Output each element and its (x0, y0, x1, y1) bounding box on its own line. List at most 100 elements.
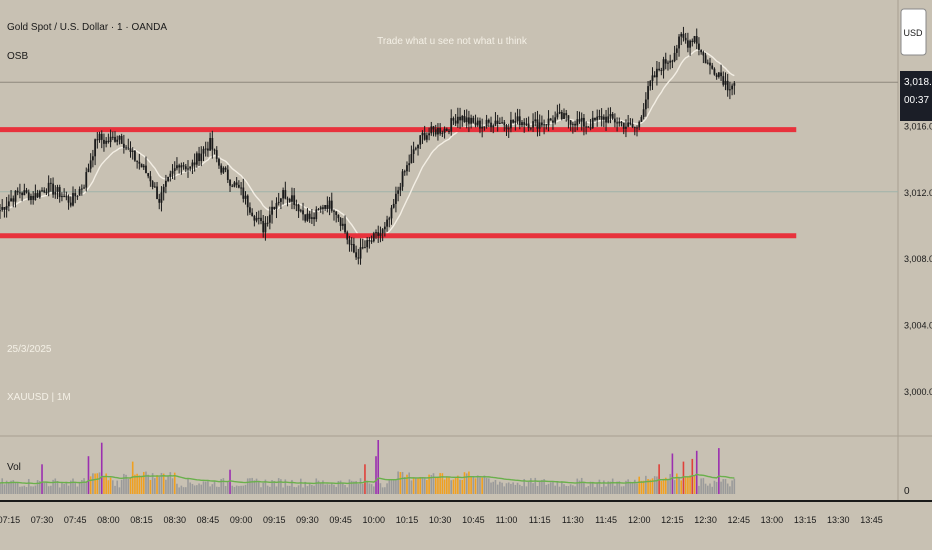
candle-body (127, 147, 130, 149)
candle-body (262, 220, 265, 233)
volume-bar (428, 474, 430, 494)
volume-bar (574, 486, 576, 494)
volume-bar (633, 479, 636, 494)
bar-countdown: 00:37 (904, 95, 929, 106)
volume-bar (481, 477, 483, 494)
x-tick-label: 12:45 (727, 515, 750, 525)
candle-body (189, 166, 192, 169)
candle-body (463, 116, 466, 123)
candle-body (671, 60, 674, 62)
volume-bar (711, 486, 714, 494)
volume-bar (220, 478, 222, 494)
volume-bar (300, 478, 302, 494)
candle-body (286, 198, 289, 200)
volume-bar (288, 485, 291, 494)
candle-body (567, 115, 570, 121)
volume-bar (231, 485, 234, 494)
candle-body (591, 117, 594, 129)
volume-bar (233, 486, 236, 494)
volume-bar (308, 482, 311, 494)
indicator-label[interactable]: OSB (7, 51, 28, 62)
volume-bar (112, 480, 114, 494)
volume-bar (622, 486, 625, 494)
volume-bar (357, 484, 360, 494)
candle-body (682, 33, 685, 38)
volume-bar (193, 485, 196, 494)
candle-body (319, 207, 322, 210)
volume-bar (271, 480, 273, 494)
candle-body (125, 147, 127, 149)
currency-button[interactable]: USD (900, 8, 927, 56)
zone-lines-layer[interactable] (0, 127, 797, 239)
candle-body (505, 125, 508, 130)
volume-bar (547, 483, 550, 494)
volume-bar (36, 480, 39, 494)
candle-body (494, 120, 497, 126)
candle-body (492, 125, 495, 128)
candle-body (587, 126, 590, 128)
symbol-title[interactable]: Gold Spot / U.S. Dollar · 1 · OANDA (7, 22, 167, 33)
candle-body (147, 173, 150, 177)
volume-bar (576, 478, 579, 494)
volume-bar (366, 480, 368, 494)
candle-body (306, 213, 309, 221)
candle-body (357, 257, 360, 259)
volume-bar (510, 483, 512, 494)
candle-body (569, 120, 572, 125)
candle-body (330, 200, 333, 211)
candle-body (578, 119, 581, 122)
candle-body (346, 232, 349, 240)
x-tick-label: 08:30 (163, 515, 186, 525)
candle-body (5, 206, 8, 210)
candle-body (352, 244, 355, 253)
candle-body (521, 122, 523, 126)
volume-bar (211, 484, 214, 494)
volume-bar (448, 477, 450, 494)
volume-bar (636, 483, 638, 494)
candle-body (669, 60, 672, 63)
candle-body (3, 207, 6, 210)
candle-body (284, 190, 287, 199)
candle-body (629, 122, 632, 124)
volume-bar (501, 482, 503, 494)
volume-bar (465, 473, 468, 494)
candle-body (268, 214, 271, 223)
volume-bar (392, 479, 395, 494)
volume-bar (549, 482, 552, 494)
candle-body (618, 121, 621, 124)
candle-body (83, 187, 85, 189)
candle-body (563, 113, 565, 120)
candle-body (554, 117, 557, 123)
candle-body (406, 165, 408, 172)
volume-bar (412, 477, 415, 494)
candle-body (52, 183, 54, 195)
volume-bar (227, 481, 229, 494)
volume-bar (72, 478, 74, 494)
candle-body (392, 203, 395, 208)
candle-body (545, 124, 548, 126)
candle-body (249, 207, 251, 213)
candle-body (118, 135, 121, 140)
candle-body (399, 186, 402, 191)
candle-body (534, 119, 537, 122)
volume-bar (611, 478, 614, 494)
candle-body (366, 240, 369, 248)
volume-bar (434, 477, 437, 494)
candle-body (116, 139, 119, 142)
candle-body (620, 121, 623, 123)
candle-body (514, 120, 517, 123)
axes-layer[interactable]: 3,016.000 3,012.000 3,008.000 3,004.000 3,00… (0, 121, 932, 525)
volume-bar (726, 483, 729, 494)
volume-bar (437, 476, 439, 494)
candle-body (191, 162, 194, 167)
candle-body (260, 217, 262, 221)
candle-body (142, 165, 145, 168)
volume-label[interactable]: Vol (7, 462, 21, 473)
volume-bar (684, 476, 687, 494)
candle-body (706, 62, 709, 64)
candle-body (693, 36, 696, 43)
volume-bar (273, 481, 276, 494)
candle-body (171, 171, 174, 174)
candle-body (437, 128, 439, 135)
